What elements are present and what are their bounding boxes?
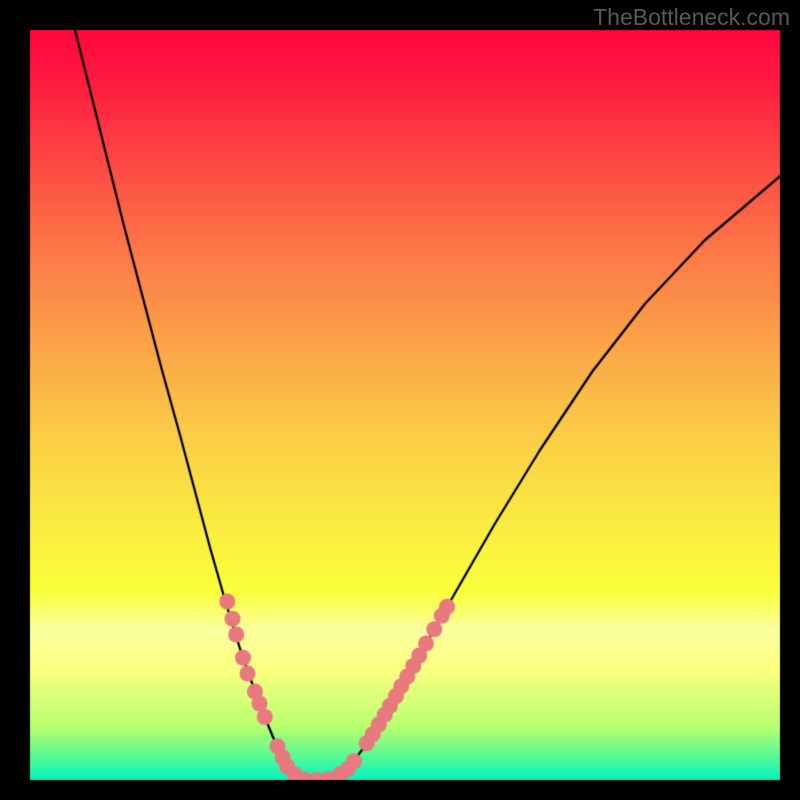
bottleneck-curve-plot	[0, 0, 800, 800]
chart-stage: TheBottleneck.com	[0, 0, 800, 800]
